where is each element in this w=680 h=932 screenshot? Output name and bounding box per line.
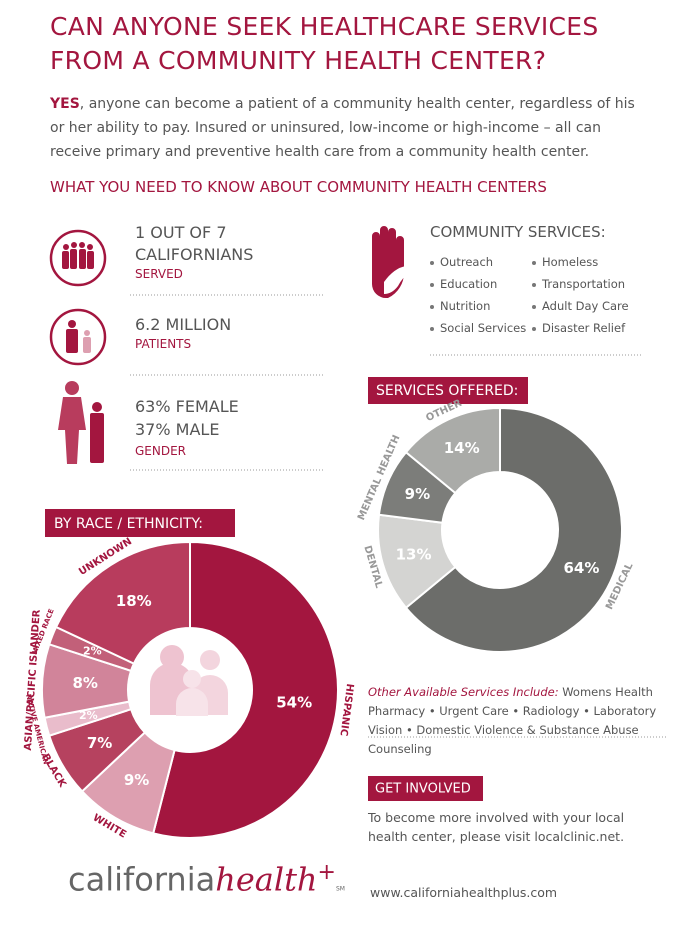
other-services: Other Available Services Include: Womens…	[368, 683, 673, 759]
banner-text: BY RACE / ETHNICITY:	[54, 516, 203, 532]
url: www.californiahealthplus.com	[370, 885, 558, 900]
value-label: 14%	[444, 439, 480, 457]
logo-word: california	[68, 860, 216, 899]
get-involved-text: To become more involved with your local …	[368, 810, 625, 844]
item-text: Social Services	[440, 321, 527, 335]
bullet	[430, 326, 434, 331]
stat-line: 63% FEMALE	[135, 397, 239, 416]
community-item: Transportation	[532, 277, 625, 291]
community-item: Disaster Relief	[532, 321, 625, 335]
value-label: 7%	[87, 734, 112, 752]
community-heading: COMMUNITY SERVICES:	[430, 223, 606, 241]
services-banner	[368, 377, 528, 404]
bullet	[430, 282, 434, 287]
value-label: 9%	[405, 485, 430, 503]
get-involved-banner	[368, 776, 483, 801]
community-item: Nutrition	[430, 299, 490, 313]
category-label: HISPANIC	[337, 683, 355, 737]
value-label: 18%	[116, 592, 152, 610]
logo-accent: health	[215, 860, 318, 899]
bullet	[532, 260, 536, 265]
bullet	[532, 326, 536, 331]
doctor-icon	[49, 308, 107, 366]
other-text: Womens Health Pharmacy • Urgent Care • R…	[368, 685, 657, 756]
family-icon	[150, 645, 228, 716]
title: CAN ANYONE SEEK HEALTHCARE SERVICES	[50, 12, 599, 41]
donut-segment	[404, 406, 501, 495]
logo-plus: +	[317, 860, 336, 885]
bullet	[430, 304, 434, 309]
value-label: 8%	[72, 674, 97, 692]
value-label: 9%	[124, 771, 149, 789]
community-item: Education	[430, 277, 497, 291]
community-item: Social Services	[430, 321, 526, 335]
intro-text: , anyone can become a patient of a commu…	[50, 96, 635, 160]
intro-emphasis: YES	[50, 96, 80, 112]
value-label: 2%	[79, 709, 98, 722]
stat-label: PATIENTS	[135, 337, 192, 351]
stat-label: GENDER	[135, 444, 187, 458]
value-label: 13%	[396, 546, 432, 564]
stat-line: 37% MALE	[135, 420, 220, 439]
item-text: Adult Day Care	[542, 299, 629, 313]
logo: californiahealth+SM	[68, 860, 345, 899]
gender-icon	[58, 381, 104, 464]
item-text: Disaster Relief	[542, 321, 626, 335]
other-lead: Other Available Services Include:	[368, 685, 559, 699]
intro: YES, anyone can become a patient of a co…	[50, 92, 640, 164]
race-banner	[45, 509, 235, 537]
hand-icon	[372, 226, 411, 298]
item-text: Homeless	[542, 255, 599, 269]
stat-line: CALIFORNIANS	[135, 245, 254, 264]
community-item: Adult Day Care	[532, 299, 629, 313]
item-text: Outreach	[440, 255, 494, 269]
stat-line: 6.2 MILLION	[135, 315, 232, 334]
donut-segment	[151, 540, 339, 839]
section-heading: WHAT YOU NEED TO KNOW ABOUT COMMUNITY HE…	[50, 178, 547, 196]
title: FROM A COMMUNITY HEALTH CENTER?	[50, 46, 547, 75]
banner-text: GET INVOLVED	[375, 782, 471, 797]
item-text: Transportation	[542, 277, 626, 291]
stat-label: SERVED	[135, 267, 183, 281]
bullet	[532, 282, 536, 287]
item-text: Nutrition	[440, 299, 491, 313]
bullet	[532, 304, 536, 309]
value-label: 64%	[563, 559, 599, 577]
crowd-icon	[49, 229, 107, 287]
logo-mark: SM	[335, 885, 345, 893]
donut-segment	[54, 540, 191, 665]
banner-text: SERVICES OFFERED:	[376, 383, 518, 399]
stat-line: 1 OUT OF 7	[135, 223, 227, 242]
donut-segment	[404, 406, 623, 653]
value-label: 2%	[83, 644, 102, 657]
value-label: 54%	[276, 694, 312, 712]
separators	[130, 294, 668, 738]
bullet	[430, 260, 434, 265]
community-item: Outreach	[430, 255, 493, 269]
item-text: Education	[440, 277, 498, 291]
community-item: Homeless	[532, 255, 598, 269]
